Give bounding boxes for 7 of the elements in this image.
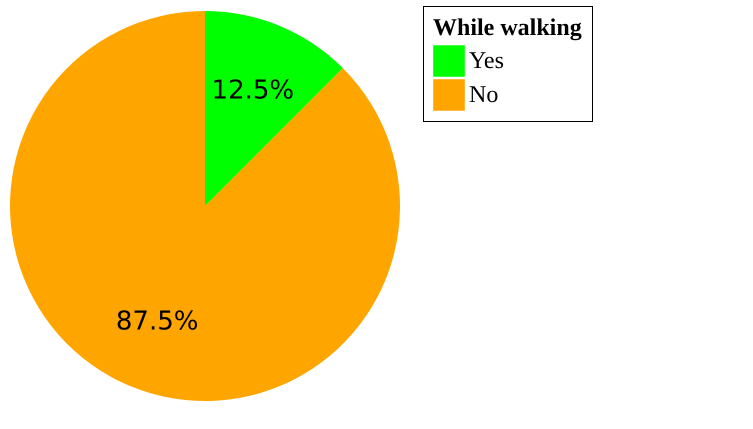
legend-label: Yes (469, 48, 504, 74)
legend-label: No (469, 82, 498, 108)
data-label: 12.5% (212, 76, 294, 106)
pie-slice (10, 11, 400, 401)
legend-title: While walking (433, 15, 582, 41)
data-label: 87.5% (116, 306, 198, 336)
pie-slice (205, 11, 343, 206)
